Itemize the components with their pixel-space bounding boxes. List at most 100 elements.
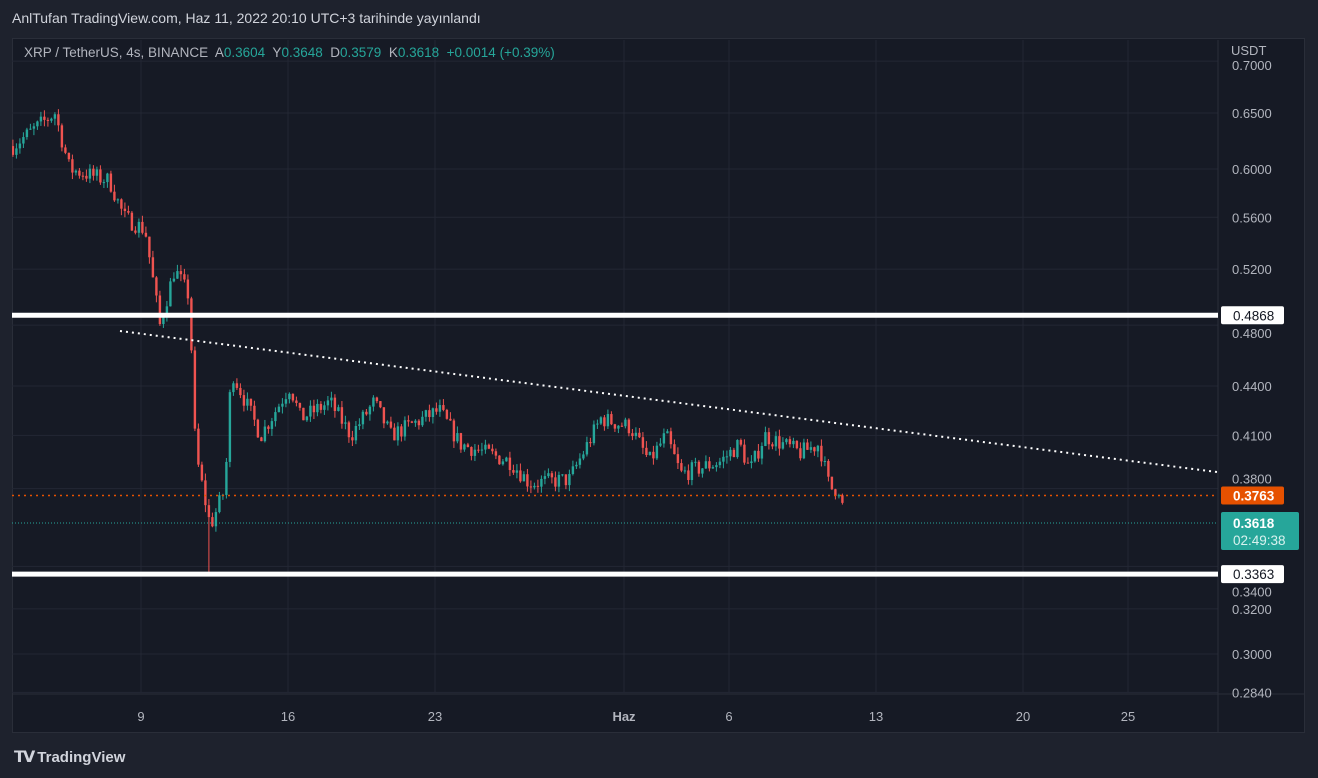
candle-up bbox=[578, 458, 582, 465]
y-tick-label: 0.3000 bbox=[1232, 647, 1272, 662]
candle-down bbox=[249, 398, 253, 406]
candle-up bbox=[480, 449, 484, 451]
candle-up bbox=[53, 114, 57, 119]
candle-up bbox=[624, 419, 627, 427]
symbol-label[interactable]: XRP / TetherUS, 4s, BINANCE bbox=[24, 45, 209, 60]
candle-down bbox=[71, 159, 74, 173]
candle-down bbox=[67, 152, 71, 160]
y-tick-label: 0.6500 bbox=[1232, 106, 1272, 121]
candle-down bbox=[211, 517, 214, 527]
candle-up bbox=[218, 495, 221, 513]
candle-down bbox=[487, 444, 491, 449]
candle-down bbox=[834, 489, 837, 496]
candle-up bbox=[431, 408, 435, 418]
y-tick-label: 0.4800 bbox=[1232, 326, 1272, 341]
candle-up bbox=[473, 449, 477, 456]
candle-up bbox=[501, 461, 505, 465]
candle-down bbox=[253, 405, 256, 420]
candle-up bbox=[281, 403, 284, 407]
candle-down bbox=[379, 401, 382, 408]
y-tick-label: 0.6000 bbox=[1232, 162, 1272, 177]
candle-down bbox=[610, 414, 613, 425]
candle-down bbox=[365, 411, 368, 415]
candle-down bbox=[400, 426, 403, 437]
candle-down bbox=[197, 428, 200, 465]
candle-up bbox=[662, 433, 666, 444]
candle-up bbox=[176, 271, 179, 279]
candle-up bbox=[284, 399, 288, 404]
candle-up bbox=[18, 143, 22, 149]
candle-up bbox=[809, 447, 813, 450]
candle-down bbox=[200, 464, 204, 481]
candle-up bbox=[655, 445, 659, 459]
candle-up bbox=[648, 451, 652, 455]
x-tick-label: 6 bbox=[725, 709, 732, 724]
candle-up bbox=[522, 474, 526, 482]
candle-up bbox=[305, 416, 309, 421]
candle-down bbox=[498, 455, 501, 465]
candles bbox=[12, 109, 844, 575]
candle-up bbox=[88, 168, 92, 179]
candle-up bbox=[484, 444, 487, 450]
candle-up bbox=[533, 485, 536, 488]
candle-up bbox=[39, 116, 43, 122]
candle-up bbox=[634, 432, 638, 437]
candle-up bbox=[540, 478, 543, 487]
candle-down bbox=[627, 419, 631, 434]
y-tick-label: 0.3800 bbox=[1232, 472, 1272, 487]
candle-down bbox=[732, 449, 736, 458]
candle-up bbox=[368, 406, 372, 415]
candle-down bbox=[57, 114, 60, 126]
candle-up bbox=[816, 445, 820, 452]
candle-up bbox=[505, 457, 508, 462]
tradingview-logo[interactable]: 𝗧𝗩 TradingView bbox=[14, 747, 125, 767]
x-tick-label: Haz bbox=[612, 709, 636, 724]
candle-down bbox=[235, 383, 239, 388]
candle-down bbox=[452, 420, 456, 442]
candle-down bbox=[291, 393, 295, 401]
candle-up bbox=[358, 424, 361, 427]
candle-up bbox=[116, 199, 120, 201]
candle-up bbox=[764, 432, 767, 447]
candle-down bbox=[393, 427, 396, 441]
y-tick-label: 0.7000 bbox=[1232, 58, 1272, 73]
open-label: A bbox=[214, 45, 224, 60]
candle-up bbox=[50, 118, 53, 121]
candle-down bbox=[239, 387, 242, 396]
chart-panel[interactable] bbox=[12, 38, 1305, 733]
candle-up bbox=[344, 422, 347, 424]
candle-down bbox=[267, 426, 270, 429]
price-label: 0.4868 bbox=[1233, 308, 1274, 323]
candle-up bbox=[414, 420, 417, 423]
candle-down bbox=[466, 444, 470, 448]
candle-down bbox=[508, 457, 512, 471]
candle-down bbox=[550, 473, 554, 478]
candle-down bbox=[470, 447, 473, 456]
candle-down bbox=[526, 474, 529, 487]
candle-down bbox=[494, 451, 498, 456]
candle-down bbox=[708, 461, 711, 469]
candle-down bbox=[407, 420, 410, 422]
candle-down bbox=[554, 477, 557, 487]
candle-up bbox=[172, 278, 176, 282]
candle-down bbox=[529, 486, 533, 488]
candle-up bbox=[22, 137, 25, 144]
candle-down bbox=[256, 419, 260, 438]
candle-up bbox=[704, 461, 708, 469]
candle-up bbox=[29, 128, 32, 130]
candle-down bbox=[795, 440, 799, 449]
candle-up bbox=[781, 442, 785, 449]
candle-down bbox=[109, 173, 113, 192]
candle-up bbox=[543, 476, 547, 479]
low-label: D bbox=[330, 45, 340, 60]
candle-up bbox=[421, 416, 424, 426]
candle-down bbox=[435, 408, 438, 412]
candle-up bbox=[596, 423, 599, 425]
candle-up bbox=[785, 439, 788, 443]
candle-down bbox=[589, 442, 592, 444]
candle-up bbox=[582, 454, 585, 459]
candle-up bbox=[326, 400, 330, 406]
candle-up bbox=[165, 306, 169, 317]
candle-down bbox=[183, 274, 186, 280]
